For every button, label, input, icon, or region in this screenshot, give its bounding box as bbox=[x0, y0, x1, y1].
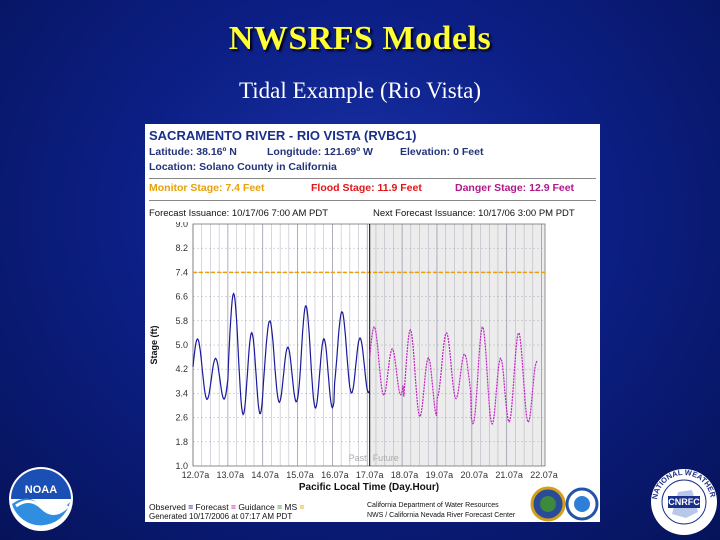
divider bbox=[149, 178, 596, 179]
x-tick-label: 15.07a bbox=[286, 470, 314, 480]
x-axis-label: Pacific Local Time (Day.Hour) bbox=[299, 482, 439, 493]
future-label: Future bbox=[373, 453, 399, 463]
monitor-stage-text: Monitor Stage: 7.4 Feet bbox=[149, 182, 265, 194]
x-tick-labels: 12.07a 13.07a 14.07a 15.07a 16.07a 17.07a 18.0… bbox=[182, 470, 558, 480]
chart-grid bbox=[192, 223, 546, 467]
noaa-logo-icon: NOAA bbox=[9, 467, 73, 531]
nws-seal-icon bbox=[565, 487, 599, 521]
observed-series-line bbox=[192, 292, 370, 416]
y-axis-label: Stage (ft) bbox=[149, 326, 159, 365]
elevation-text: Elevation: 0 Feet bbox=[400, 146, 484, 158]
dwr-seal-icon bbox=[530, 486, 566, 522]
y-tick-label: 3.4 bbox=[175, 388, 188, 398]
slide-subtitle: Tidal Example (Rio Vista) bbox=[238, 78, 482, 103]
stage-chart: 1.0 1.8 2.6 3.4 4.2 5.0 5.8 6.6 7.4 8.2 9.0 12.07a… bbox=[149, 222, 558, 493]
x-tick-label: 21.07a bbox=[495, 470, 523, 480]
y-tick-label: 2.6 bbox=[175, 413, 188, 423]
hydrograph-panel: SACRAMENTO RIVER - RIO VISTA (RVBC1) Lat… bbox=[145, 124, 600, 522]
y-tick-label: 8.2 bbox=[175, 243, 188, 253]
divider bbox=[149, 200, 596, 201]
cnrfc-logo-icon: NATIONAL WEATHER SERVICE CNRFC bbox=[648, 462, 718, 535]
x-tick-label: 14.07a bbox=[251, 470, 279, 480]
footer-credit-2: NWS / California Nevada River Forecast C… bbox=[367, 512, 516, 519]
y-tick-label: 4.2 bbox=[175, 364, 188, 374]
y-tick-label: 5.0 bbox=[175, 340, 188, 350]
cnrfc-logo-text: CNRFC bbox=[668, 497, 700, 507]
x-tick-label: 17.07a bbox=[356, 470, 384, 480]
forecast-series-line bbox=[369, 325, 538, 425]
chart-series bbox=[192, 292, 538, 425]
flood-stage-text: Flood Stage: 11.9 Feet bbox=[311, 182, 422, 194]
longitude-text: Longitude: 121.69º W bbox=[267, 146, 373, 158]
y-tick-label: 6.6 bbox=[175, 292, 188, 302]
y-tick-label: 7.4 bbox=[175, 267, 188, 277]
y-tick-label: 1.8 bbox=[175, 437, 188, 447]
station-title: SACRAMENTO RIVER - RIO VISTA (RVBC1) bbox=[149, 128, 417, 143]
latitude-text: Latitude: 38.16º N bbox=[149, 146, 237, 158]
footer-credit-1: California Department of Water Resources bbox=[367, 502, 499, 509]
footer-legend: Observed = Forecast = Guidance = MS = bbox=[149, 502, 305, 512]
y-tick-label: 1.0 bbox=[175, 461, 188, 471]
forecast-issuance-text: Forecast Issuance: 10/17/06 7:00 AM PDT bbox=[149, 208, 329, 219]
danger-stage-text: Danger Stage: 12.9 Feet bbox=[455, 182, 575, 194]
x-tick-label: 13.07a bbox=[217, 470, 245, 480]
x-tick-label: 22.07a bbox=[530, 470, 558, 480]
x-tick-label: 16.07a bbox=[321, 470, 349, 480]
footer-generated: Generated 10/17/2006 at 07:17 AM PDT bbox=[149, 512, 293, 521]
past-label: Past bbox=[349, 453, 368, 463]
location-text: Location: Solano County in California bbox=[149, 161, 337, 173]
slide-title: NWSRFS Models bbox=[228, 20, 492, 57]
y-tick-label: 9.0 bbox=[175, 222, 188, 229]
x-tick-label: 20.07a bbox=[460, 470, 488, 480]
noaa-logo-text: NOAA bbox=[25, 484, 57, 496]
x-tick-label: 19.07a bbox=[426, 470, 454, 480]
plot-frame bbox=[192, 223, 546, 467]
x-tick-label: 18.07a bbox=[391, 470, 419, 480]
next-forecast-text: Next Forecast Issuance: 10/17/06 3:00 PM… bbox=[373, 208, 575, 219]
y-tick-labels: 1.0 1.8 2.6 3.4 4.2 5.0 5.8 6.6 7.4 8.2 9.0 bbox=[175, 222, 188, 471]
x-tick-label: 12.07a bbox=[182, 470, 210, 480]
y-tick-label: 5.8 bbox=[175, 316, 188, 326]
